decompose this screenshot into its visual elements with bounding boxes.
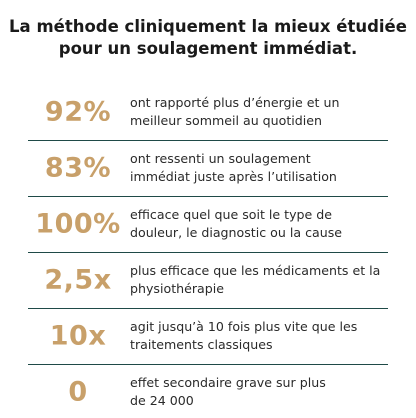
stat-description: ont ressenti un soulagement immédiat jus… xyxy=(130,150,400,186)
stat-description-line-1: plus efficace que les médicaments et la xyxy=(130,263,381,278)
stat-description-line-1: ont rapporté plus d’énergie et un xyxy=(130,95,340,110)
stat-row: 100% efficace quel que soit le type de d… xyxy=(0,198,416,250)
stat-description-line-2: immédiat juste après l’utilisation xyxy=(130,169,337,184)
stat-description-line-2: douleur, le diagnostic ou la cause xyxy=(130,225,343,240)
stat-description-line-1: agit jusqu’à 10 fois plus vite que les xyxy=(130,319,358,334)
stat-description-line-2: physiothérapie xyxy=(130,281,224,296)
stat-value: 92% xyxy=(44,96,112,128)
stat-description-line-1: ont ressenti un soulagement xyxy=(130,151,311,166)
stat-row: 92% ont rapporté plus d’énergie et un me… xyxy=(0,86,416,138)
divider xyxy=(28,196,388,197)
stat-description-line-1: efficace quel que soit le type de xyxy=(130,207,333,222)
stat-row: 0 effet secondaire grave sur plus de 24 … xyxy=(0,366,416,418)
divider xyxy=(28,252,388,253)
stat-value: 2,5x xyxy=(44,264,112,296)
divider xyxy=(28,364,388,365)
stat-value: 100% xyxy=(35,208,121,240)
stat-description-line-1: effet secondaire grave sur plus xyxy=(130,375,326,390)
stat-row: 83% ont ressenti un soulagement immédiat… xyxy=(0,142,416,194)
stat-value: 10x xyxy=(49,320,107,352)
headline-line-2: pour un soulagement immédiat. xyxy=(58,39,358,58)
stat-description-line-2: de 24 000 xyxy=(130,393,194,408)
headline: La méthode cliniquement la mieux étudiée… xyxy=(0,16,416,60)
stat-description: ont rapporté plus d’énergie et un meille… xyxy=(130,94,400,130)
stat-description: effet secondaire grave sur plus de 24 00… xyxy=(130,374,400,410)
headline-line-1: La méthode cliniquement la mieux étudiée xyxy=(9,17,407,36)
stat-description: agit jusqu’à 10 fois plus vite que les t… xyxy=(130,318,400,354)
stat-value: 83% xyxy=(44,152,112,184)
stat-row: 2,5x plus efficace que les médicaments e… xyxy=(0,254,416,306)
stat-description: plus efficace que les médicaments et la … xyxy=(130,262,400,298)
stat-value: 0 xyxy=(68,376,88,408)
divider xyxy=(28,140,388,141)
divider xyxy=(28,308,388,309)
stat-row: 10x agit jusqu’à 10 fois plus vite que l… xyxy=(0,310,416,362)
stat-description: efficace quel que soit le type de douleu… xyxy=(130,206,400,242)
stat-description-line-2: meilleur sommeil au quotidien xyxy=(130,113,323,128)
stat-description-line-2: traitements classiques xyxy=(130,337,273,352)
